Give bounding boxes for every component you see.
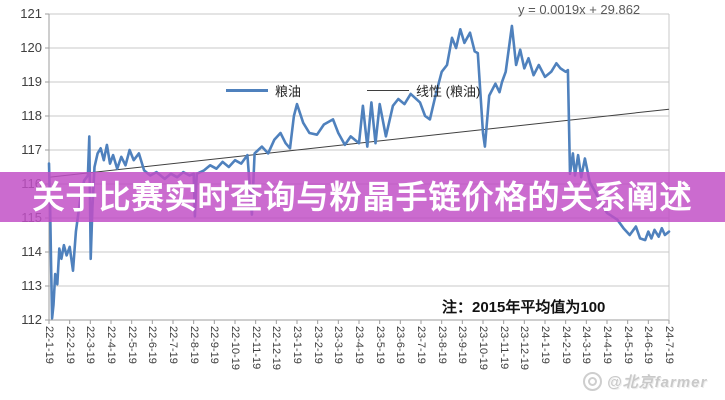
x-axis-label: 22-7-19 bbox=[167, 326, 179, 364]
y-axis-label: 117 bbox=[21, 142, 42, 157]
y-axis-label: 120 bbox=[20, 40, 42, 55]
x-axis-label: 22-1-19 bbox=[43, 326, 55, 364]
legend-item-linear-grain-oil: 线性 (粮油) bbox=[367, 81, 480, 100]
watermark-text: @北京farmer bbox=[607, 374, 708, 391]
x-axis-label: 23-12-19 bbox=[518, 326, 531, 371]
x-axis-label: 23-8-19 bbox=[435, 326, 448, 364]
x-axis-label: 22-12-19 bbox=[270, 326, 283, 371]
legend-label-linear-grain-oil: 线性 (粮油) bbox=[416, 84, 481, 99]
x-axis-label: 23-10-19 bbox=[477, 326, 489, 371]
chart-note: 注：2015年平均值为100 bbox=[442, 299, 606, 316]
x-axis-label: 24-7-19 bbox=[663, 326, 675, 364]
x-axis-label: 22-11-19 bbox=[249, 326, 262, 370]
x-axis-label: 24-2-19 bbox=[559, 326, 572, 364]
x-axis-label: 23-3-19 bbox=[332, 326, 345, 364]
overlay-title: 关于比赛实时查询与粉晶手链价格的关系阐述 bbox=[32, 179, 693, 215]
y-axis-label: 113 bbox=[21, 278, 42, 293]
legend-label-grain-oil: 粮油 bbox=[275, 84, 302, 99]
x-axis-label: 23-9-19 bbox=[456, 326, 469, 364]
x-axis-label: 22-10-19 bbox=[229, 326, 241, 371]
series-line-sample-icon bbox=[226, 89, 268, 92]
trendline-equation-label: y = 0.0019x + 29.862 bbox=[518, 2, 641, 17]
x-axis-label: 22-9-19 bbox=[208, 326, 221, 364]
x-axis-label: 23-2-19 bbox=[311, 326, 324, 364]
x-axis-label: 23-4-19 bbox=[353, 326, 365, 364]
chart-legend: 粮油 线性 (粮油) bbox=[226, 81, 480, 100]
x-axis-label: 24-4-19 bbox=[601, 326, 613, 364]
x-axis-label: 22-8-19 bbox=[187, 326, 200, 364]
y-axis-label: 119 bbox=[21, 74, 42, 89]
y-axis-label: 114 bbox=[21, 244, 42, 259]
watermark-logo-icon bbox=[583, 372, 602, 391]
x-axis-label: 24-3-19 bbox=[580, 326, 593, 364]
x-axis-label: 23-5-19 bbox=[373, 326, 386, 364]
x-axis-label: 23-1-19 bbox=[291, 326, 303, 364]
x-axis-label: 22-4-19 bbox=[105, 326, 117, 364]
x-axis-label: 22-2-19 bbox=[63, 326, 76, 364]
x-axis-label: 22-6-19 bbox=[146, 326, 159, 364]
x-axis-label: 23-11-19 bbox=[497, 326, 510, 370]
y-axis-label: 121 bbox=[20, 6, 42, 21]
x-axis-label: 24-6-19 bbox=[642, 326, 655, 364]
watermark: @北京farmer bbox=[583, 371, 707, 392]
y-axis-label: 112 bbox=[21, 312, 42, 327]
x-axis-label: 22-5-19 bbox=[125, 326, 138, 364]
title-overlay-band bbox=[0, 172, 725, 222]
legend-item-grain-oil: 粮油 bbox=[226, 81, 301, 100]
x-axis-label: 23-6-19 bbox=[394, 326, 407, 364]
x-axis-label: 23-7-19 bbox=[415, 326, 427, 364]
trendline-sample-icon bbox=[367, 89, 410, 92]
y-axis-label: 118 bbox=[21, 108, 42, 123]
grain-oil-series-line bbox=[47, 24, 671, 320]
x-axis-label: 24-5-19 bbox=[621, 326, 634, 364]
x-axis-label: 24-1-19 bbox=[539, 326, 551, 364]
x-axis-label: 22-3-19 bbox=[84, 326, 97, 364]
